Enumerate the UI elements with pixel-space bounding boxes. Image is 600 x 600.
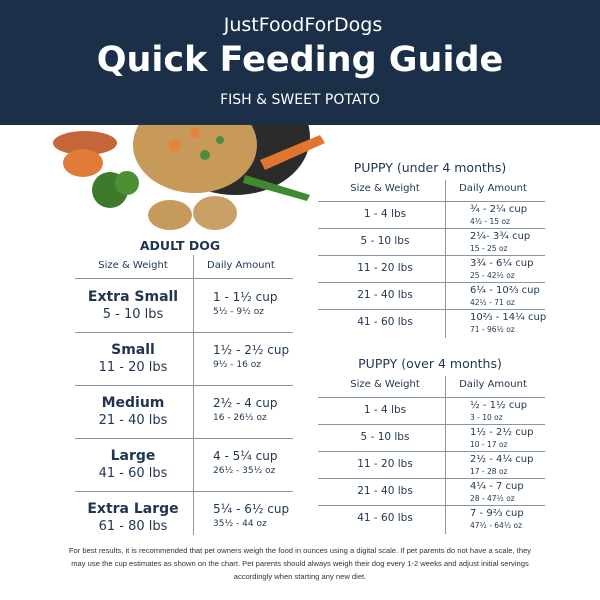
size-name: Extra Small <box>87 289 179 305</box>
cup-amount: 1½ - 2½ cup <box>213 343 290 357</box>
weight: 11 - 20 lbs <box>357 262 413 274</box>
cup-amount: 6¼ - 10⅔ cup <box>470 285 540 296</box>
cup-amount: 7 - 9⅔ cup <box>470 508 524 519</box>
cup-amount: ½ - 1½ cup <box>470 400 528 411</box>
size-name: Small <box>111 342 155 358</box>
size-name: Large <box>110 448 156 464</box>
table-title: PUPPY (over 4 months) <box>358 356 502 371</box>
oz-amount: 9½ - 16 oz <box>213 360 261 370</box>
oz-amount: 47½ - 64½ oz <box>470 521 523 530</box>
rule <box>318 255 545 256</box>
rule <box>445 180 446 338</box>
column-header: Daily Amount <box>207 260 275 271</box>
oz-amount: 5½ - 9½ oz <box>213 307 264 317</box>
rule <box>75 491 293 492</box>
rule <box>75 385 293 386</box>
cup-amount: 2½ - 4 cup <box>213 396 278 410</box>
weight: 61 - 80 lbs <box>98 519 168 534</box>
cup-amount: 2¼- 3¾ cup <box>470 231 531 242</box>
oz-amount: 42½ - 71 oz <box>470 298 515 307</box>
rule <box>318 228 545 229</box>
oz-amount: 28 - 47½ oz <box>470 494 515 503</box>
oz-amount: 16 - 26½ oz <box>213 413 267 423</box>
rule <box>318 282 545 283</box>
oz-amount: 17 - 28 oz <box>470 467 508 476</box>
title: Quick Feeding Guide <box>96 40 504 80</box>
weight: 41 - 60 lbs <box>98 466 168 481</box>
cup-amount: 4 - 5¼ cup <box>213 449 278 463</box>
cup-amount: 3¾ - 6¼ cup <box>470 258 534 269</box>
column-header: Daily Amount <box>459 183 527 194</box>
column-header: Size & Weight <box>98 260 168 271</box>
size-name: Medium <box>101 395 165 411</box>
oz-amount: 3 - 10 oz <box>470 413 503 422</box>
weight: 5 - 10 lbs <box>360 431 410 443</box>
weight: 41 - 60 lbs <box>357 512 413 524</box>
weight: 21 - 40 lbs <box>357 289 413 301</box>
oz-amount: 15 - 25 oz <box>470 244 508 253</box>
weight: 1 - 4 lbs <box>363 404 407 416</box>
rule <box>318 201 545 202</box>
weight: 11 - 20 lbs <box>357 458 413 470</box>
cup-amount: 2½ - 4¼ cup <box>470 454 534 465</box>
rule <box>75 438 293 439</box>
weight: 21 - 40 lbs <box>98 413 168 428</box>
oz-amount: 71 - 96½ oz <box>470 325 515 334</box>
oz-amount: 26½ - 35½ oz <box>213 466 276 476</box>
brand: JustFoodForDogs <box>223 14 383 36</box>
cup-amount: 10⅔ - 14¼ cup <box>470 312 547 323</box>
rule <box>75 332 293 333</box>
oz-amount: 10 - 17 oz <box>470 440 508 449</box>
rule <box>318 309 545 310</box>
rule <box>445 376 446 534</box>
cup-amount: ¾ - 2¼ cup <box>470 204 528 215</box>
weight: 5 - 10 lbs <box>360 235 410 247</box>
column-header: Size & Weight <box>350 183 420 194</box>
rule <box>318 424 545 425</box>
weight: 41 - 60 lbs <box>357 316 413 328</box>
cup-amount: 4¼ - 7 cup <box>470 481 524 492</box>
rule <box>318 505 545 506</box>
subtitle: FISH & SWEET POTATO <box>220 92 380 108</box>
table-title: ADULT DOG <box>139 238 221 253</box>
oz-amount: 35½ - 44 oz <box>213 519 267 529</box>
weight: 21 - 40 lbs <box>357 485 413 497</box>
footnote: For best results, it is recommended that… <box>68 546 532 581</box>
weight: 11 - 20 lbs <box>98 360 168 375</box>
cup-amount: 1 - 1½ cup <box>213 290 278 304</box>
rule <box>318 397 545 398</box>
oz-amount: 25 - 42½ oz <box>470 271 515 280</box>
cup-amount: 5¼ - 6½ cup <box>213 502 290 516</box>
weight: 5 - 10 lbs <box>102 307 164 322</box>
food-illustration <box>53 125 325 230</box>
oz-amount: 4½ - 15 oz <box>470 217 510 226</box>
column-header: Size & Weight <box>350 379 420 390</box>
rule <box>318 478 545 479</box>
rule <box>318 451 545 452</box>
header <box>0 0 600 125</box>
table-title: PUPPY (under 4 months) <box>353 160 507 175</box>
size-name: Extra Large <box>87 501 179 517</box>
weight: 1 - 4 lbs <box>363 208 407 220</box>
rule <box>75 278 293 279</box>
cup-amount: 1½ - 2½ cup <box>470 427 534 438</box>
column-header: Daily Amount <box>459 379 527 390</box>
rule <box>193 255 194 535</box>
